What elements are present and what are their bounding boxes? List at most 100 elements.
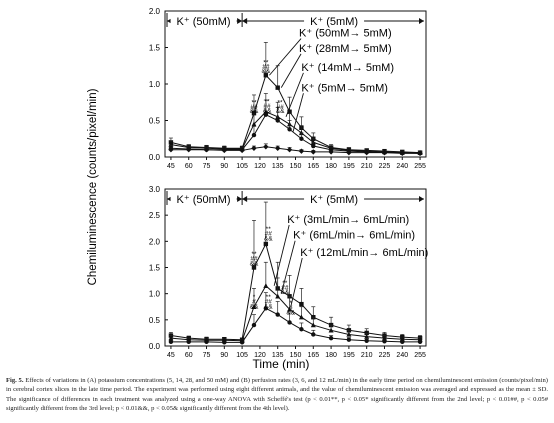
x-tick-label-b-4: 105 bbox=[236, 352, 248, 359]
series-label-b-1: K⁺ (6mL/min→ 6mL/min) bbox=[293, 230, 415, 242]
significance-mark-b-4: ## bbox=[265, 231, 273, 238]
data-point-b-2-10 bbox=[311, 332, 316, 337]
series-label-arrow-b-1 bbox=[280, 240, 296, 294]
x-tick-label-b-14: 255 bbox=[414, 352, 426, 359]
data-point-b-2-3 bbox=[222, 340, 227, 345]
data-point-a-2-7 bbox=[275, 118, 280, 123]
y-tick-label-a-0: 0.0 bbox=[149, 153, 161, 162]
data-point-a-0-7 bbox=[275, 85, 280, 90]
x-tick-label-a-11: 210 bbox=[361, 163, 373, 170]
significance-mark-a-10: ## bbox=[276, 104, 284, 111]
x-tick-label-a-4: 105 bbox=[236, 163, 248, 170]
x-tick-label-a-10: 195 bbox=[343, 163, 355, 170]
data-point-b-0-6 bbox=[263, 241, 269, 247]
phase-left-label-bg-a bbox=[170, 13, 237, 27]
data-point-a-2-6 bbox=[263, 112, 269, 117]
y-axis-label: Chemiluminescence (counts/pixel/min) bbox=[87, 88, 99, 285]
data-point-a-3-11 bbox=[328, 149, 334, 155]
data-point-a-3-14 bbox=[381, 149, 388, 156]
caption-text: Effects of variations in (A) potassium c… bbox=[6, 377, 548, 412]
significance-mark-b-15: * bbox=[289, 300, 292, 307]
x-tick-label-b-12: 225 bbox=[379, 352, 391, 359]
significance-mark-a-5: && bbox=[262, 68, 271, 75]
series-label-b-0: K⁺ (3mL/min→ 6mL/min) bbox=[287, 214, 409, 226]
significance-mark-b-16: # bbox=[289, 305, 293, 312]
data-point-b-2-1 bbox=[186, 339, 191, 345]
data-point-a-3-7 bbox=[275, 145, 281, 151]
data-point-a-3-1 bbox=[186, 147, 192, 153]
significance-mark-b-14: && bbox=[264, 303, 273, 310]
significance-mark-b-17: && bbox=[286, 310, 295, 317]
x-tick-label-b-0: 45 bbox=[167, 352, 175, 359]
data-point-b-2-9 bbox=[299, 327, 304, 332]
data-point-b-0-13 bbox=[364, 330, 369, 336]
data-point-a-3-10 bbox=[310, 149, 316, 155]
significance-mark-b-2: && bbox=[250, 260, 259, 267]
x-tick-label-a-6: 135 bbox=[272, 163, 284, 170]
phase-right-arrowhead-a-a bbox=[242, 18, 248, 24]
data-point-a-3-15 bbox=[399, 150, 405, 157]
x-tick-label-b-6: 135 bbox=[272, 352, 284, 359]
x-tick-label-a-1: 60 bbox=[185, 163, 193, 170]
data-point-b-1-5 bbox=[251, 304, 257, 309]
x-tick-label-a-7: 150 bbox=[290, 163, 302, 170]
significance-mark-a-9: ** bbox=[278, 99, 284, 106]
data-point-a-2-9 bbox=[299, 136, 304, 141]
y-tick-label-a-4: 2.0 bbox=[149, 7, 161, 16]
data-point-a-3-8 bbox=[286, 147, 293, 153]
data-point-a-3-9 bbox=[298, 148, 305, 154]
data-point-b-2-13 bbox=[364, 338, 369, 343]
series-label-arrow-a-3 bbox=[292, 93, 304, 132]
significance-mark-b-9: * bbox=[253, 294, 256, 301]
y-tick-label-b-5: 2.5 bbox=[149, 211, 161, 220]
data-point-a-3-2 bbox=[203, 147, 210, 153]
x-axis-label: Time (min) bbox=[253, 357, 310, 371]
x-tick-label-b-7: 150 bbox=[290, 352, 302, 359]
phase-right-label-a: K⁺ (5mM) bbox=[310, 16, 358, 28]
data-point-b-2-6 bbox=[263, 306, 269, 311]
significance-mark-b-12: ** bbox=[266, 294, 272, 301]
data-point-a-3-5 bbox=[251, 145, 257, 151]
significance-mark-a-4: ## bbox=[262, 64, 270, 71]
x-tick-label-b-13: 240 bbox=[396, 352, 408, 359]
phase-right-label-bg-b bbox=[304, 191, 365, 205]
significance-mark-a-7: ## bbox=[263, 103, 271, 110]
phase-right-label-bg-a bbox=[304, 13, 365, 27]
significance-mark-b-11: && bbox=[250, 303, 259, 310]
data-point-b-2-2 bbox=[204, 339, 209, 345]
significance-mark-a-0: ** bbox=[251, 99, 257, 106]
figure-caption: Fig. 5. Effects of variations in (A) pot… bbox=[6, 376, 548, 413]
phase-left-label-b: K⁺ (50mM) bbox=[177, 194, 231, 206]
data-point-b-1-8 bbox=[287, 306, 293, 312]
x-tick-label-a-3: 90 bbox=[220, 163, 228, 170]
x-tick-label-a-12: 225 bbox=[379, 163, 391, 170]
data-point-a-1-5 bbox=[251, 121, 257, 127]
x-tick-label-b-1: 60 bbox=[185, 352, 193, 359]
data-point-a-3-3 bbox=[221, 147, 228, 154]
series-label-a-2: K⁺ (14mM→ 5mM) bbox=[301, 62, 394, 74]
significance-mark-b-13: ## bbox=[265, 299, 273, 306]
phase-left-arrowhead-b-a bbox=[237, 18, 243, 24]
series-label-a-0: K⁺ (50mM→ 5mM) bbox=[299, 28, 392, 40]
y-tick-label-b-2: 1.0 bbox=[149, 290, 161, 299]
series-label-a-1: K⁺ (28mM→ 5mM) bbox=[299, 43, 392, 55]
x-tick-label-b-11: 210 bbox=[361, 352, 373, 359]
data-point-a-0-6 bbox=[263, 73, 269, 78]
chart-canvas: 0.0 0.5 1.0 1.5 2.0 45 60 75 90 105 120 135 150 165 18… bbox=[87, 7, 428, 371]
phase-left-label-a: K⁺ (50mM) bbox=[177, 16, 231, 28]
plot-frame-b bbox=[164, 188, 427, 347]
y-tick-label-b-4: 2.0 bbox=[149, 237, 161, 246]
significance-mark-b-1: ## bbox=[250, 256, 258, 263]
data-point-a-3-6 bbox=[263, 144, 269, 150]
data-point-a-3-4 bbox=[239, 147, 245, 154]
phase-left-label-bg-b bbox=[170, 191, 237, 205]
phase-right-arrowhead-a-b bbox=[242, 196, 248, 202]
data-point-a-0-8 bbox=[287, 109, 292, 114]
series-label-arrow-a-1 bbox=[280, 53, 302, 88]
data-point-b-0-5 bbox=[251, 265, 257, 270]
y-tick-label-b-0: 0.0 bbox=[149, 342, 161, 351]
data-point-b-2-12 bbox=[346, 337, 352, 342]
series-label-a-3: K⁺ (5mM→ 5mM) bbox=[301, 82, 387, 94]
y-tick-label-b-6: 3.0 bbox=[149, 185, 161, 194]
